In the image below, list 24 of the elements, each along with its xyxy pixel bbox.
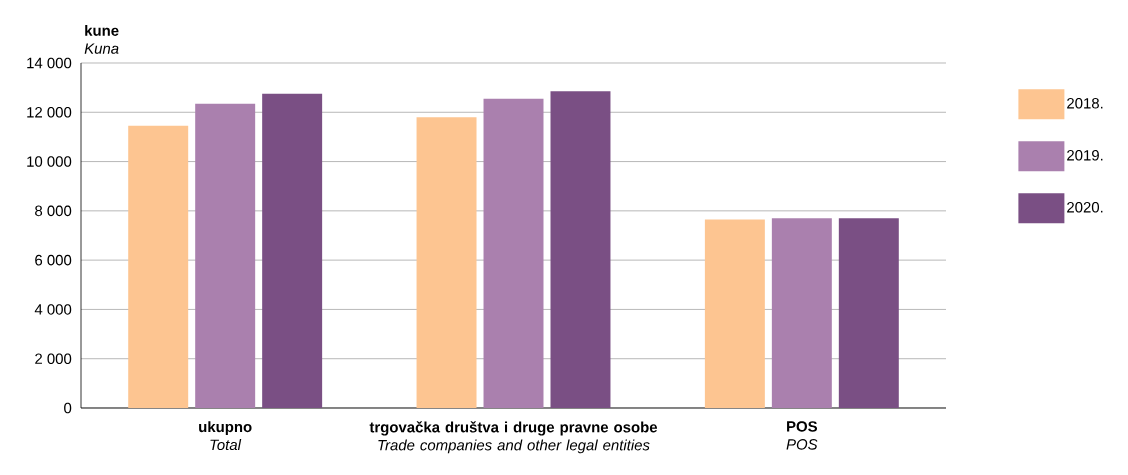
x-tick-label: ukupno Total <box>199 421 252 451</box>
bar <box>262 93 323 408</box>
legend-label: 2020. <box>1067 202 1103 213</box>
y-tick-label: 2 000 <box>35 353 72 364</box>
y-tick-label: 12 000 <box>27 106 72 118</box>
y-tick-label: 0 <box>64 402 72 414</box>
y-tick-label: 14 000 <box>27 57 72 69</box>
bar <box>416 117 477 408</box>
y-tick-label: 8 000 <box>35 205 72 217</box>
bar <box>550 91 611 408</box>
legend-label: 2018. <box>1067 98 1103 109</box>
y-axis-title: kune Kuna <box>84 24 119 54</box>
bar <box>704 219 765 408</box>
legend-label: 2019. <box>1067 150 1103 161</box>
y-tick-label: 6 000 <box>35 254 72 266</box>
y-tick-label: 4 000 <box>34 304 72 315</box>
bar <box>838 218 899 408</box>
bar <box>771 218 832 408</box>
bar <box>483 98 544 408</box>
x-tick-label: trgovačka društva i druge pravne osobe Trade companies and other legal entities <box>369 421 658 454</box>
bar <box>128 125 189 408</box>
bar <box>195 103 256 408</box>
y-tick-label: 10 000 <box>27 156 72 167</box>
x-tick-label: POS POS <box>786 421 818 450</box>
